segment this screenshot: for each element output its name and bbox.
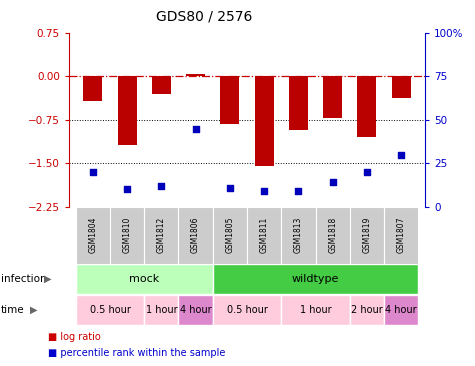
FancyBboxPatch shape bbox=[76, 264, 213, 294]
Bar bbox=[323, 76, 342, 118]
Bar bbox=[118, 76, 136, 145]
Point bbox=[124, 186, 131, 192]
Bar bbox=[220, 76, 239, 124]
FancyBboxPatch shape bbox=[384, 295, 418, 325]
Bar bbox=[84, 76, 102, 101]
FancyBboxPatch shape bbox=[110, 207, 144, 264]
Text: GSM1810: GSM1810 bbox=[123, 217, 132, 253]
Bar bbox=[152, 76, 171, 94]
Text: 4 hour: 4 hour bbox=[180, 305, 211, 315]
Text: GSM1819: GSM1819 bbox=[362, 217, 371, 253]
Point bbox=[398, 152, 405, 157]
Point bbox=[89, 169, 96, 175]
FancyBboxPatch shape bbox=[76, 207, 110, 264]
Text: time: time bbox=[1, 305, 25, 315]
Text: 0.5 hour: 0.5 hour bbox=[90, 305, 131, 315]
Bar bbox=[186, 74, 205, 76]
FancyBboxPatch shape bbox=[213, 207, 247, 264]
FancyBboxPatch shape bbox=[179, 207, 213, 264]
Bar bbox=[255, 76, 274, 166]
Text: GSM1805: GSM1805 bbox=[225, 217, 234, 253]
FancyBboxPatch shape bbox=[213, 295, 281, 325]
Text: ■ percentile rank within the sample: ■ percentile rank within the sample bbox=[48, 348, 225, 358]
FancyBboxPatch shape bbox=[144, 207, 179, 264]
Text: GSM1811: GSM1811 bbox=[260, 217, 269, 253]
Text: GSM1807: GSM1807 bbox=[397, 217, 406, 253]
FancyBboxPatch shape bbox=[384, 207, 418, 264]
FancyBboxPatch shape bbox=[350, 295, 384, 325]
Text: ■ log ratio: ■ log ratio bbox=[48, 332, 100, 342]
Point bbox=[294, 188, 302, 194]
Bar bbox=[289, 76, 308, 130]
Text: GDS80 / 2576: GDS80 / 2576 bbox=[156, 10, 252, 24]
Text: GSM1806: GSM1806 bbox=[191, 217, 200, 253]
Bar bbox=[358, 76, 376, 137]
Text: 2 hour: 2 hour bbox=[351, 305, 383, 315]
Text: GSM1818: GSM1818 bbox=[328, 217, 337, 253]
FancyBboxPatch shape bbox=[247, 207, 281, 264]
Bar bbox=[392, 76, 410, 98]
Text: mock: mock bbox=[129, 274, 159, 284]
Point bbox=[363, 169, 371, 175]
FancyBboxPatch shape bbox=[76, 295, 144, 325]
Point bbox=[226, 185, 234, 191]
FancyBboxPatch shape bbox=[315, 207, 350, 264]
Text: infection: infection bbox=[1, 274, 47, 284]
Text: 1 hour: 1 hour bbox=[300, 305, 332, 315]
Text: ▶: ▶ bbox=[44, 274, 51, 284]
Point bbox=[192, 126, 200, 131]
Text: GSM1812: GSM1812 bbox=[157, 217, 166, 253]
Text: wildtype: wildtype bbox=[292, 274, 339, 284]
Text: ▶: ▶ bbox=[30, 305, 38, 315]
FancyBboxPatch shape bbox=[144, 295, 179, 325]
Text: 4 hour: 4 hour bbox=[385, 305, 417, 315]
Point bbox=[329, 179, 336, 185]
Point bbox=[158, 183, 165, 189]
Text: 1 hour: 1 hour bbox=[145, 305, 177, 315]
Text: 0.5 hour: 0.5 hour bbox=[227, 305, 267, 315]
FancyBboxPatch shape bbox=[179, 295, 213, 325]
FancyBboxPatch shape bbox=[350, 207, 384, 264]
FancyBboxPatch shape bbox=[281, 295, 350, 325]
Point bbox=[260, 188, 268, 194]
FancyBboxPatch shape bbox=[281, 207, 315, 264]
FancyBboxPatch shape bbox=[213, 264, 418, 294]
Text: GSM1813: GSM1813 bbox=[294, 217, 303, 253]
Text: GSM1804: GSM1804 bbox=[88, 217, 97, 253]
